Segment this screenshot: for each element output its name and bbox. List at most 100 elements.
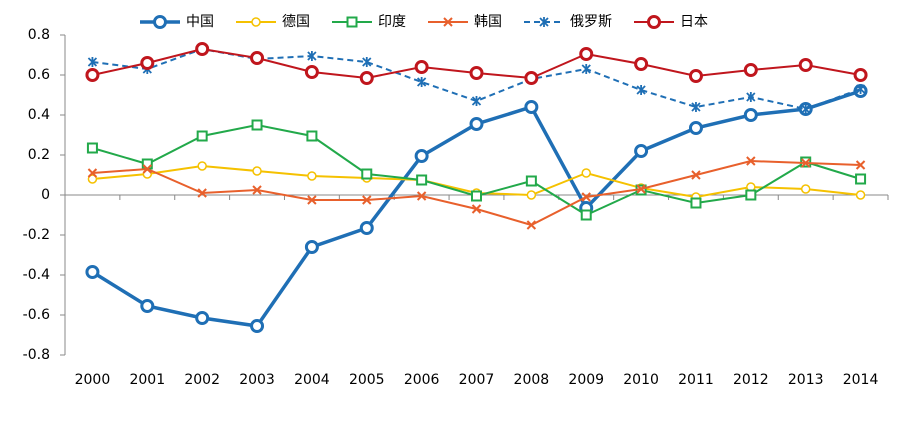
marker	[647, 15, 661, 29]
marker	[855, 173, 867, 185]
marker	[196, 130, 208, 142]
legend-label: 韩国	[474, 14, 502, 30]
marker	[85, 265, 100, 279]
marker	[361, 168, 373, 180]
marker	[524, 71, 539, 85]
marker	[251, 119, 263, 131]
y-tick-label: -0.2	[23, 227, 50, 243]
marker	[539, 17, 549, 27]
x-tick-label: 2012	[733, 372, 769, 388]
legend-entry: 德国	[236, 14, 310, 30]
marker	[416, 174, 428, 186]
marker	[362, 195, 372, 205]
marker	[195, 311, 210, 325]
marker	[581, 168, 591, 178]
marker	[252, 166, 262, 176]
x-tick-label: 2009	[568, 372, 604, 388]
marker	[745, 189, 757, 201]
x-tick-label: 2005	[349, 372, 385, 388]
marker	[691, 170, 701, 180]
x-tick-label: 2004	[294, 372, 330, 388]
series	[85, 42, 868, 85]
marker	[798, 58, 813, 72]
x-tick-label: 2011	[678, 372, 714, 388]
marker	[195, 42, 210, 56]
marker	[581, 64, 591, 74]
marker	[579, 47, 594, 61]
marker	[525, 175, 537, 187]
legend-entry: 中国	[140, 14, 214, 30]
marker	[688, 69, 703, 83]
marker	[86, 142, 98, 154]
marker	[416, 77, 427, 87]
marker	[251, 17, 261, 27]
x-tick-label: 2000	[75, 372, 111, 388]
x-tick-label: 2014	[843, 372, 879, 388]
x-tick-label: 2010	[623, 372, 659, 388]
marker	[801, 104, 811, 114]
y-tick-label: -0.4	[23, 267, 50, 283]
x-tick-label: 2001	[129, 372, 165, 388]
marker	[307, 195, 317, 205]
legend-entry: 印度	[332, 14, 406, 30]
marker	[414, 60, 429, 74]
y-tick-label: -0.6	[23, 307, 50, 323]
marker	[416, 191, 427, 201]
marker	[800, 184, 811, 194]
x-tick-label: 2013	[788, 372, 824, 388]
legend-entry: 韩国	[428, 14, 502, 30]
marker	[526, 220, 537, 230]
marker	[140, 56, 155, 70]
marker	[359, 71, 374, 85]
marker	[746, 156, 756, 166]
y-tick-label: 0.6	[28, 67, 50, 83]
x-tick-label: 2002	[184, 372, 220, 388]
legend-label: 德国	[282, 14, 310, 30]
legend-label: 中国	[186, 14, 214, 30]
marker	[304, 240, 319, 254]
marker	[855, 84, 866, 94]
marker	[197, 188, 207, 198]
legend-label: 日本	[680, 14, 708, 30]
marker	[634, 57, 649, 71]
marker	[471, 190, 482, 202]
series	[87, 156, 866, 230]
marker	[153, 15, 167, 29]
marker	[800, 158, 811, 168]
x-tick-label: 2006	[404, 372, 440, 388]
y-tick-label: 0.8	[28, 27, 50, 43]
marker	[252, 185, 262, 195]
marker	[580, 209, 592, 221]
marker	[142, 164, 153, 174]
marker	[87, 168, 98, 178]
marker	[581, 192, 591, 202]
y-tick-label: 0	[41, 187, 50, 203]
legend-label: 印度	[378, 14, 406, 30]
marker	[746, 92, 756, 102]
marker	[526, 190, 537, 200]
marker	[636, 184, 646, 194]
marker	[85, 68, 100, 82]
legend-entry: 日本	[634, 14, 708, 30]
marker	[306, 130, 318, 142]
marker	[250, 51, 265, 65]
marker	[140, 299, 155, 313]
x-tick-label: 2008	[514, 372, 550, 388]
marker	[307, 171, 317, 181]
marker	[414, 149, 429, 163]
marker	[304, 65, 319, 79]
marker	[307, 51, 317, 61]
x-tick-label: 2003	[239, 372, 275, 388]
marker	[346, 16, 358, 28]
marker	[87, 57, 98, 67]
marker	[524, 100, 539, 114]
marker	[443, 17, 453, 27]
marker	[250, 319, 265, 333]
y-tick-label: 0.4	[28, 107, 50, 123]
marker	[471, 204, 482, 214]
legend-entry: 俄罗斯	[524, 14, 612, 30]
marker	[197, 161, 207, 171]
y-tick-label: 0.2	[28, 147, 50, 163]
